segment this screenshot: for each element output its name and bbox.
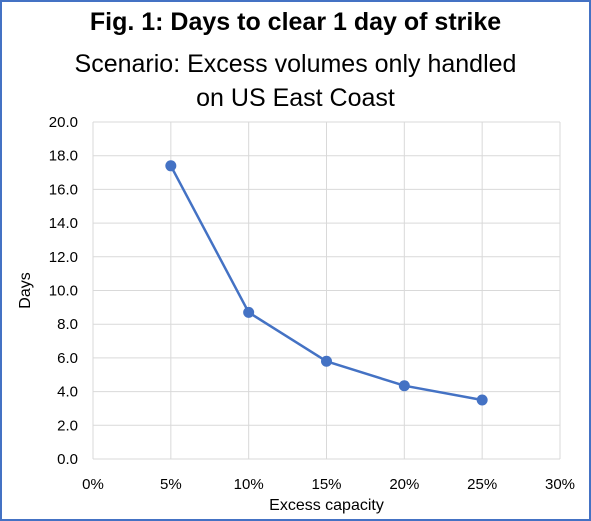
y-tick-label: 2.0 (57, 417, 78, 434)
y-tick-label: 4.0 (57, 384, 78, 401)
y-tick-label: 10.0 (49, 283, 78, 300)
chart-title: Fig. 1: Days to clear 1 day of strike (89, 8, 502, 36)
y-tick-label: 0.0 (57, 451, 78, 468)
data-point (243, 306, 255, 318)
y-tick-label: 20.0 (49, 114, 78, 131)
y-tick-label: 12.0 (49, 249, 78, 266)
chart-subtitle-line-1: Scenario: Excess volumes only handled (74, 50, 517, 78)
y-tick-label: 16.0 (49, 181, 78, 198)
data-point (165, 160, 177, 172)
x-tick-label: 10% (234, 476, 264, 493)
y-tick-label: 8.0 (57, 316, 78, 333)
x-tick-label: 20% (389, 476, 419, 493)
chart-subtitle-line-2: on US East Coast (196, 84, 395, 112)
data-point (321, 355, 332, 367)
x-tick-label: 30% (545, 476, 575, 493)
x-tick-label: 5% (160, 476, 182, 493)
x-tick-label: 15% (311, 476, 341, 493)
x-tick-label: 0% (82, 476, 104, 493)
x-axis-title: Excess capacity (269, 497, 384, 514)
x-tick-label: 25% (467, 476, 497, 493)
data-point (476, 394, 488, 406)
y-axis-title: Days (17, 272, 34, 308)
y-tick-label: 14.0 (49, 215, 78, 232)
y-tick-label: 6.0 (57, 350, 78, 367)
y-tick-label: 18.0 (49, 148, 78, 165)
data-point (398, 380, 410, 392)
chart-subtitle: Scenario: Excess volumes only handled on… (0, 47, 591, 115)
